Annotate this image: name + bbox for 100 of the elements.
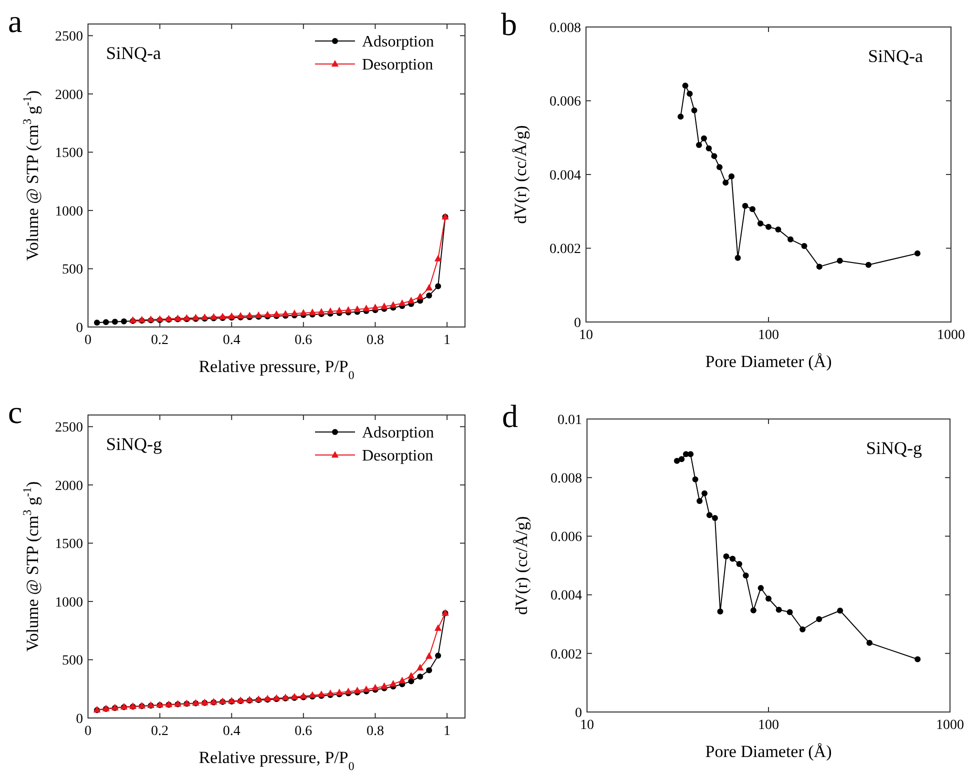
point <box>336 688 343 696</box>
y-tick-label: 2000 <box>55 478 83 494</box>
y-tick-label: 500 <box>62 262 83 278</box>
point <box>308 691 316 698</box>
point <box>434 254 442 262</box>
y-tick-label: 0.008 <box>550 472 582 486</box>
point <box>408 672 415 679</box>
y-tick-label: 0.002 <box>550 242 581 258</box>
x-tick-label: 0.8 <box>366 724 384 739</box>
x-tick-label: 100 <box>758 718 779 733</box>
point <box>354 305 361 312</box>
x-tick-label: 100 <box>758 328 779 343</box>
point <box>336 306 343 314</box>
point <box>416 664 424 670</box>
legend-label: Adsorption <box>362 424 434 442</box>
x-axis-title: Relative pressure, P/P$_{0}$ <box>198 748 354 773</box>
point <box>120 318 127 324</box>
y-tick-label: 0.006 <box>550 94 581 110</box>
point <box>425 652 433 659</box>
chart-title: d <box>502 398 518 434</box>
point <box>112 318 118 325</box>
y-tick-label: 1000 <box>55 595 83 610</box>
point <box>254 311 262 318</box>
point <box>362 685 370 692</box>
point <box>318 690 325 698</box>
point <box>380 682 388 689</box>
y-tick-label: 1500 <box>55 146 83 162</box>
x-tick-label: 1 <box>444 724 451 739</box>
point <box>344 306 352 313</box>
x-tick-label: 1 <box>444 333 451 348</box>
chart-title: c <box>8 394 22 430</box>
point <box>318 308 325 315</box>
y-tick-label: 2000 <box>55 88 83 103</box>
legend-label: Desorption <box>362 56 434 74</box>
point <box>219 312 226 320</box>
x-tick-label: 0.4 <box>222 333 240 348</box>
point <box>308 308 316 316</box>
point <box>380 302 388 310</box>
point <box>425 284 433 291</box>
point <box>434 624 442 631</box>
x-tick-label: 0.2 <box>151 724 169 739</box>
point <box>94 320 100 326</box>
x-tick-label: 10 <box>580 718 594 733</box>
point <box>362 304 370 312</box>
point <box>398 676 406 684</box>
point <box>416 292 424 300</box>
y-tick-label: 0.008 <box>550 20 581 36</box>
point <box>417 674 424 680</box>
y-axis-title: dV(r) (cc/Å/g) <box>511 125 530 224</box>
x-axis-title: Pore Diameter (Å) <box>705 352 832 371</box>
y-tick-label: 0.01 <box>558 412 582 428</box>
x-tick-label: 0.2 <box>151 333 169 348</box>
y-tick-label: 0.002 <box>550 647 582 662</box>
point <box>390 301 397 308</box>
y-tick-label: 0.006 <box>550 530 582 546</box>
chart-title: a <box>8 3 22 39</box>
x-axis-title: Relative pressure, P/P$_{0}$ <box>198 357 354 382</box>
x-tick-label: 0.4 <box>222 724 240 739</box>
chart-title: b <box>501 6 517 42</box>
y-tick-label: 1000 <box>55 204 83 220</box>
y-tick-label: 0 <box>574 316 581 331</box>
legend-label: Desorption <box>362 448 434 465</box>
point <box>290 309 298 316</box>
x-tick-label: 0.8 <box>366 333 384 348</box>
y-tick-label: 0.004 <box>550 168 581 184</box>
x-tick-label: 1000 <box>937 328 965 343</box>
point <box>102 319 109 326</box>
x-tick-label: 0.6 <box>294 333 312 348</box>
x-tick-label: 0.6 <box>294 724 312 739</box>
y-axis-title: dV(r) (cc/Å/g) <box>512 516 531 615</box>
annotation: SiNQ-g <box>866 438 922 458</box>
y-tick-label: 0.004 <box>550 588 582 604</box>
y-tick-label: 500 <box>62 654 83 669</box>
y-tick-label: 0 <box>575 706 582 721</box>
point <box>272 310 280 318</box>
point <box>372 304 379 310</box>
point <box>326 307 334 314</box>
point <box>344 688 352 694</box>
point <box>408 678 414 684</box>
point <box>408 296 415 304</box>
x-tick-label: 1000 <box>936 718 964 733</box>
x-axis-title: Pore Diameter (Å) <box>705 742 832 761</box>
point <box>264 310 272 318</box>
annotation: SiNQ-a <box>868 46 924 66</box>
y-tick-label: 2500 <box>55 420 83 436</box>
point <box>246 312 254 318</box>
point <box>426 292 432 299</box>
x-tick-label: 10 <box>579 328 593 343</box>
point <box>398 299 406 306</box>
point <box>435 283 442 290</box>
y-tick-label: 2500 <box>55 30 83 45</box>
point <box>300 309 308 316</box>
point <box>326 690 334 696</box>
point <box>390 680 397 687</box>
annotation: SiNQ-g <box>106 434 162 454</box>
point <box>282 310 290 317</box>
point <box>228 312 236 319</box>
point <box>354 686 361 694</box>
annotation: SiNQ-a <box>106 43 162 63</box>
point <box>201 313 208 320</box>
